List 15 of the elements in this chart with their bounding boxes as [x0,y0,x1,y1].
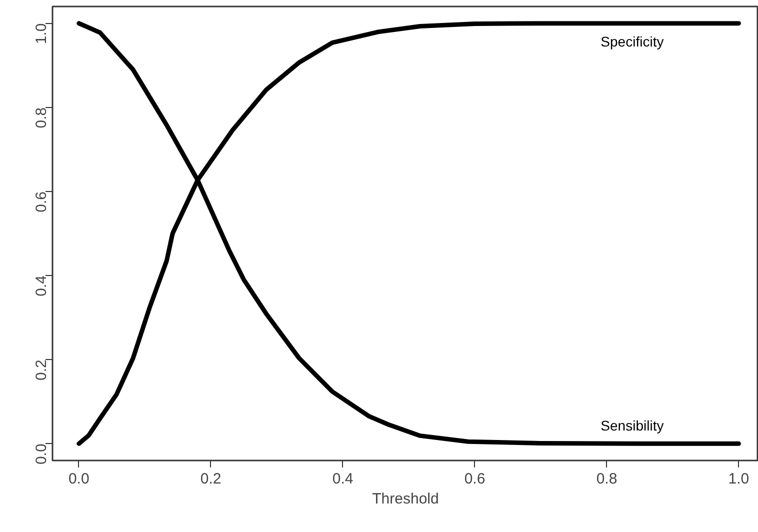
x-axis-title: Threshold [372,490,439,508]
x-tick-label: 0.8 [596,470,618,488]
y-tick-label: 0.0 [33,444,50,465]
x-tick-label: 0.4 [332,470,354,488]
y-tick-label: 0.2 [33,360,50,380]
series-label: Specificity [600,33,664,50]
y-tick-label: 0.4 [33,276,50,296]
x-tick-label: 0.0 [68,470,90,488]
y-tick-label: 0.6 [33,191,50,212]
x-tick-label: 1.0 [728,470,750,488]
y-tick-label: 1.0 [33,23,50,44]
x-tick-label: 0.6 [464,470,486,488]
y-tick-label: 0.8 [33,107,50,128]
series-label: Sensibility [600,418,664,434]
x-tick-label: 0.2 [200,470,222,488]
